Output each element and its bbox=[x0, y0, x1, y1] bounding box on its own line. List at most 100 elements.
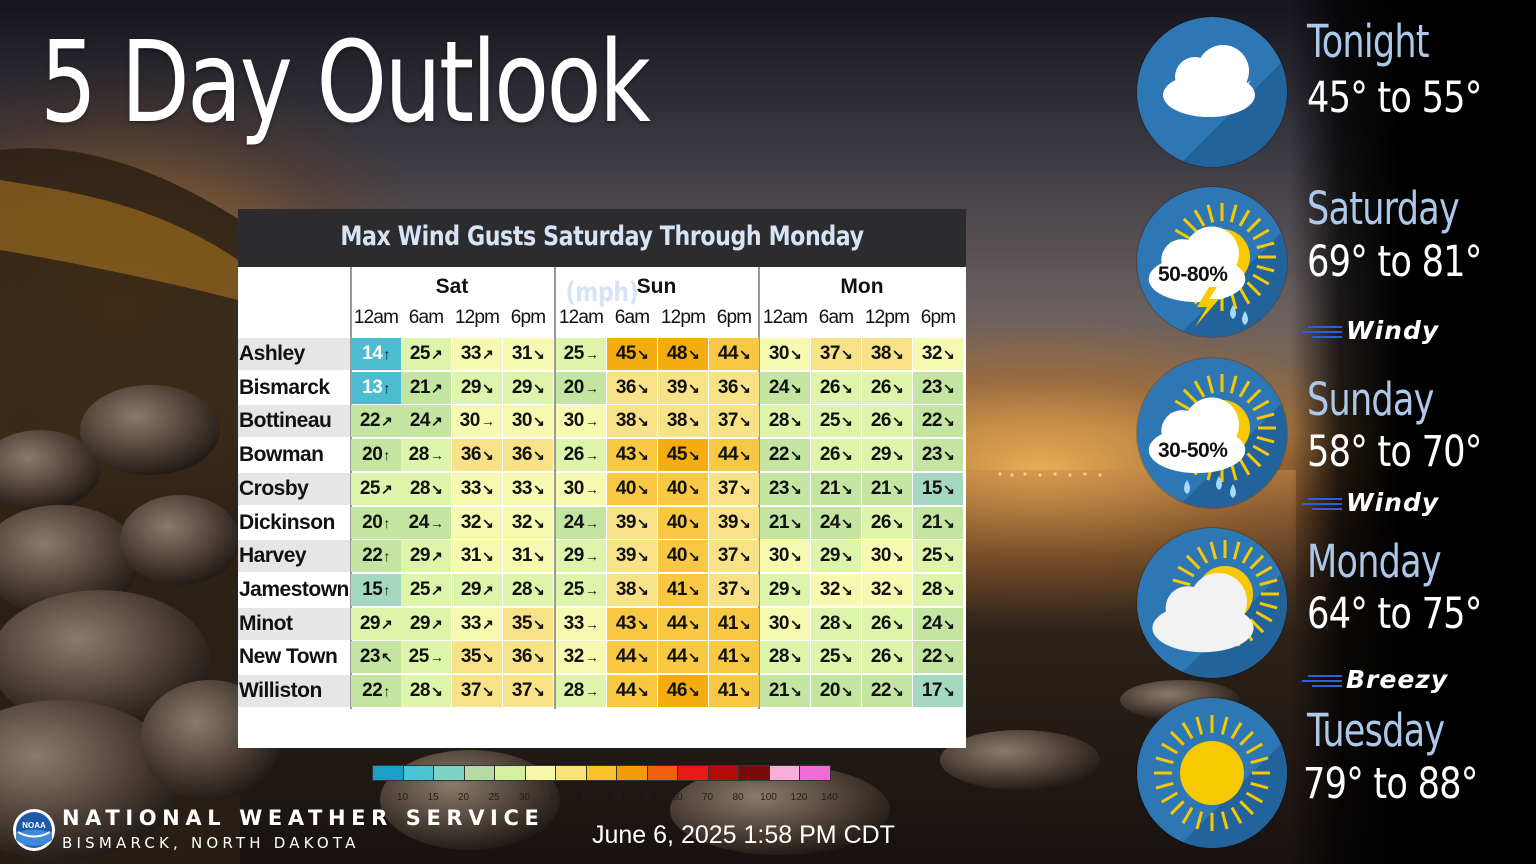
wind-direction-icon: ↘ bbox=[636, 649, 649, 666]
legend-color-swatch bbox=[768, 765, 800, 781]
gust-cell: 32↘ bbox=[452, 506, 502, 539]
gust-cell: 26↘ bbox=[862, 506, 912, 539]
wind-direction-icon: ↘ bbox=[789, 413, 802, 430]
legend-tick-label: 50 bbox=[640, 792, 653, 803]
wind-direction-icon: ↘ bbox=[430, 480, 443, 497]
gust-cell: 35↘ bbox=[503, 607, 553, 640]
gust-value: 44 bbox=[717, 343, 739, 364]
gust-cell: 28↘ bbox=[913, 573, 963, 606]
gust-cell: 28↘ bbox=[401, 675, 451, 707]
gust-value: 37 bbox=[511, 680, 533, 701]
gust-cell: 17↘ bbox=[913, 675, 963, 707]
gust-value: 46 bbox=[666, 680, 688, 701]
gust-cell: 21↘ bbox=[913, 506, 963, 539]
gust-cell: 20→ bbox=[556, 371, 606, 404]
gust-value: 32 bbox=[921, 343, 943, 364]
gust-cell: 29↗ bbox=[452, 573, 502, 606]
wind-direction-icon: ↘ bbox=[840, 379, 853, 396]
gust-value: 30 bbox=[768, 612, 790, 634]
city-label: Dickinson bbox=[239, 510, 335, 534]
wind-direction-icon: ↘ bbox=[532, 548, 545, 565]
gust-value: 43 bbox=[615, 444, 637, 466]
wind-direction-icon: → bbox=[584, 447, 599, 464]
gust-value: 28 bbox=[408, 444, 430, 466]
wind-direction-icon: ↘ bbox=[942, 649, 955, 666]
gust-cell: 22↘ bbox=[760, 439, 810, 472]
wind-direction-icon: ↘ bbox=[840, 413, 853, 430]
wind-direction-icon: ↘ bbox=[636, 480, 649, 497]
gust-cell: 24↘ bbox=[913, 607, 963, 640]
gust-value: 23 bbox=[921, 376, 943, 398]
gust-value: 48 bbox=[666, 343, 688, 364]
legend-tick-label: 30 bbox=[518, 792, 531, 803]
gust-cell: 39↘ bbox=[658, 371, 708, 404]
gust-value: 21 bbox=[768, 680, 790, 701]
gust-value: 23 bbox=[921, 444, 943, 466]
wind-direction-icon: ↘ bbox=[891, 615, 904, 632]
gust-cell: 28→ bbox=[556, 675, 606, 707]
wind-gust-table-panel: Max Wind Gusts Saturday Through Monday (… bbox=[238, 209, 966, 803]
gust-value: 29 bbox=[460, 376, 482, 398]
wind-direction-icon: ↘ bbox=[532, 447, 545, 464]
wind-direction-icon: ↘ bbox=[687, 615, 700, 632]
gust-value: 38 bbox=[615, 410, 637, 432]
gust-value: 41 bbox=[717, 646, 739, 668]
wind-direction-icon: → bbox=[429, 649, 444, 666]
noaa-logo-text: NOAA bbox=[22, 821, 46, 830]
gust-cell: 37↘ bbox=[811, 338, 861, 370]
wind-direction-icon: ↘ bbox=[532, 480, 545, 497]
wind-direction-icon: ↘ bbox=[687, 581, 700, 598]
gust-value: 37 bbox=[717, 477, 739, 499]
gust-cell: 32↘ bbox=[811, 573, 861, 606]
gust-value: 15 bbox=[921, 477, 943, 499]
gust-cell: 30↘ bbox=[760, 338, 810, 370]
gust-value: 32 bbox=[563, 646, 585, 668]
gust-value: 20 bbox=[563, 376, 585, 398]
forecast-temp-range: 79° to 88° bbox=[1303, 759, 1478, 809]
gust-cell: 21↘ bbox=[811, 472, 861, 505]
time-header: 6pm bbox=[920, 307, 956, 328]
wind-direction-icon: ↘ bbox=[430, 683, 443, 699]
gust-value: 38 bbox=[870, 343, 892, 364]
gust-value: 24 bbox=[408, 511, 430, 533]
forecast-day-label: Tuesday bbox=[1307, 704, 1445, 757]
wind-direction-icon: → bbox=[584, 615, 599, 632]
wind-direction-icon: ↘ bbox=[738, 581, 751, 598]
gust-cell: 33↘ bbox=[503, 472, 553, 505]
gust-cell: 43↘ bbox=[607, 439, 657, 472]
wind-direction-icon: ↘ bbox=[891, 514, 904, 531]
gust-value: 33 bbox=[460, 343, 482, 364]
gust-cell: 30→ bbox=[556, 405, 606, 438]
wind-direction-icon: ↘ bbox=[687, 649, 700, 666]
partly-sunny-icon bbox=[1137, 528, 1287, 678]
wind-lines-icon bbox=[1302, 325, 1342, 339]
wind-direction-icon: ↘ bbox=[789, 346, 802, 362]
wind-table-title: Max Wind Gusts Saturday Through Monday (… bbox=[238, 209, 966, 308]
gust-value: 21 bbox=[870, 477, 892, 499]
wind-direction-icon: ↘ bbox=[481, 447, 494, 464]
wind-direction-icon: ↘ bbox=[636, 346, 649, 362]
gust-value: 17 bbox=[921, 680, 943, 701]
partly-cloudy-night-icon bbox=[1137, 17, 1287, 167]
wind-direction-icon: ↑ bbox=[383, 548, 390, 565]
gust-value: 31 bbox=[511, 545, 533, 567]
wind-direction-icon: ↘ bbox=[738, 346, 751, 362]
wind-direction-icon: ↘ bbox=[687, 480, 700, 497]
wind-direction-icon: ↘ bbox=[891, 581, 904, 598]
wind-direction-icon: ↘ bbox=[942, 683, 955, 699]
legend-color-swatch bbox=[524, 765, 556, 781]
gust-cell: 22↑ bbox=[351, 675, 401, 707]
gust-value: 14 bbox=[362, 343, 383, 364]
wind-direction-icon: ↘ bbox=[840, 649, 853, 666]
gust-cell: 44↘ bbox=[658, 641, 708, 674]
gust-value: 22 bbox=[921, 410, 943, 432]
gust-cell: 41↘ bbox=[709, 607, 759, 640]
time-header: 12pm bbox=[454, 307, 500, 328]
gust-value: 28 bbox=[768, 646, 790, 668]
gust-value: 41 bbox=[666, 578, 688, 600]
wind-direction-icon: ↘ bbox=[789, 649, 802, 666]
wind-direction-icon: ↘ bbox=[738, 413, 751, 430]
gust-value: 15 bbox=[362, 578, 383, 600]
gust-cell: 29↘ bbox=[760, 573, 810, 606]
gust-cell: 26↘ bbox=[862, 405, 912, 438]
